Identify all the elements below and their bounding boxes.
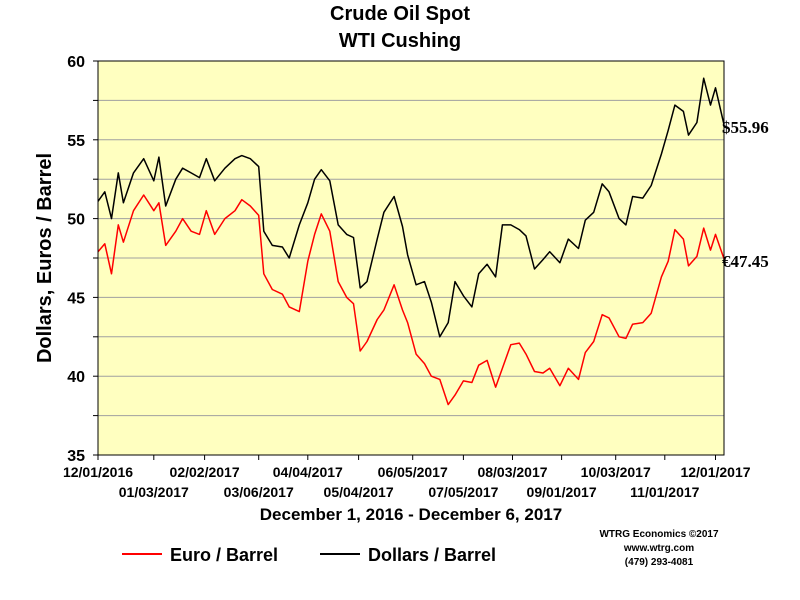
- x-tick-label: 10/03/2017: [581, 464, 651, 480]
- x-tick-label: 05/04/2017: [324, 484, 394, 500]
- dollar-series-line: [97, 77, 725, 338]
- chart-title: Crude Oil Spot: [330, 3, 470, 25]
- legend: Euro / Barrel Dollars / Barrel: [122, 545, 496, 565]
- legend-label-euro: Euro / Barrel: [170, 545, 278, 565]
- x-axis-ticks: 12/01/2016 01/03/2017 02/02/2017 03/06/2017…: [63, 455, 751, 500]
- chart-subtitle: WTI Cushing: [339, 30, 461, 52]
- x-tick-label: 12/01/2016: [63, 464, 133, 480]
- y-tick-label: 40: [67, 369, 85, 386]
- y-axis-ticks: 35 40 45 50 55 60: [67, 54, 98, 465]
- euro-end-value: €47.45: [722, 252, 769, 271]
- x-tick-label: 08/03/2017: [477, 464, 547, 480]
- x-tick-label: 07/05/2017: [428, 484, 498, 500]
- y-tick-label: 55: [67, 133, 85, 150]
- x-axis-label: December 1, 2016 - December 6, 2017: [260, 505, 562, 524]
- y-tick-label: 50: [67, 212, 85, 229]
- x-tick-label: 04/04/2017: [273, 464, 343, 480]
- credit-website: www.wtrg.com: [623, 543, 694, 554]
- credits: WTRG Economics ©2017 www.wtrg.com (479) …: [599, 529, 719, 568]
- y-tick-label: 60: [67, 54, 85, 71]
- y-tick-label: 35: [67, 448, 85, 465]
- x-tick-label: 12/01/2017: [680, 464, 750, 480]
- x-tick-label: 03/06/2017: [224, 484, 294, 500]
- plot-frame: [97, 60, 725, 456]
- y-axis-label: Dollars, Euros / Barrel: [34, 153, 56, 363]
- x-tick-label: 11/01/2017: [630, 484, 700, 500]
- series-lines: [97, 77, 725, 406]
- euro-series-line: [97, 194, 725, 406]
- x-tick-label: 01/03/2017: [119, 484, 189, 500]
- legend-label-dollars: Dollars / Barrel: [368, 545, 496, 565]
- y-tick-label: 45: [67, 290, 85, 307]
- x-tick-label: 09/01/2017: [527, 484, 597, 500]
- x-tick-label: 02/02/2017: [170, 464, 240, 480]
- x-tick-label: 06/05/2017: [378, 464, 448, 480]
- credit-company: WTRG Economics ©2017: [599, 529, 719, 540]
- dollar-end-value: $55.96: [722, 118, 769, 137]
- credit-phone: (479) 293-4081: [625, 557, 694, 568]
